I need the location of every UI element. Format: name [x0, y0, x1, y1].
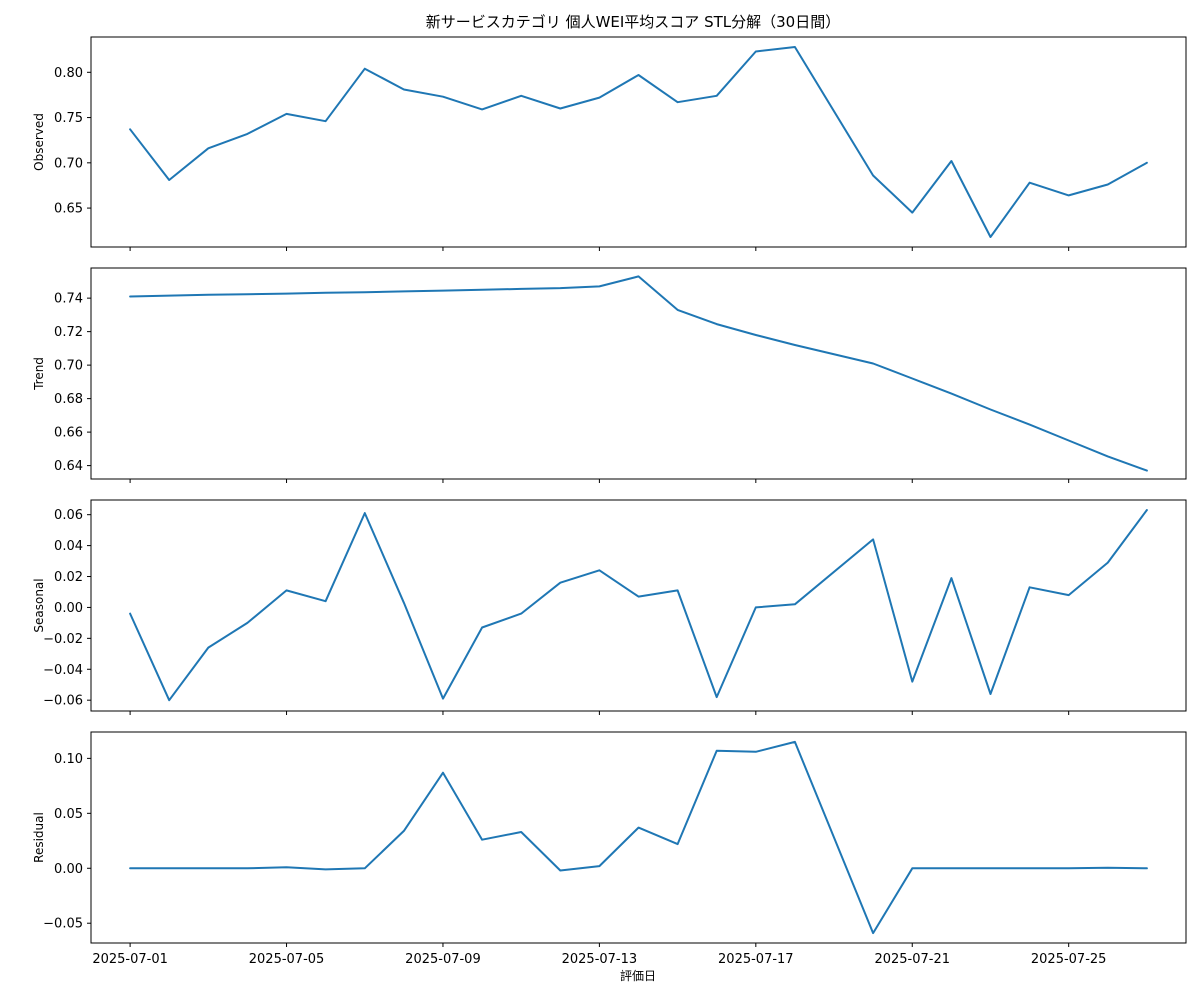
y-tick-label: 0.72	[54, 325, 83, 340]
y-tick-label: −0.06	[43, 694, 83, 709]
y-axis-label: Trend	[32, 357, 46, 391]
y-tick-label: 0.00	[54, 601, 83, 616]
panel-trend: 0.64 0.66 0.68 0.70 0.72 0.74 Trend	[32, 267, 1187, 483]
x-tick-label: 2025-07-01	[92, 952, 168, 967]
y-tick-label: 0.65	[54, 202, 83, 217]
y-tick-label: 0.06	[54, 508, 83, 523]
panel-frame	[90, 36, 1187, 248]
y-tick-label: 0.74	[54, 292, 83, 307]
x-tick-label: 2025-07-09	[405, 952, 481, 967]
panel-frame	[90, 267, 1187, 480]
y-tick-label: 0.10	[54, 752, 83, 767]
panels-group: 0.65 0.70 0.75 0.80 Observed 0.64 0.66 0.68 0.70…	[32, 36, 1187, 967]
y-tick-label: 0.70	[54, 156, 83, 171]
y-tick-label: 0.75	[54, 111, 83, 126]
y-tick-label: 0.68	[54, 392, 83, 407]
y-tick-label: 0.04	[54, 539, 83, 554]
series-line-seasonal	[129, 509, 1148, 702]
x-tick-label: 2025-07-17	[718, 952, 794, 967]
y-tick-label: 0.80	[54, 66, 83, 81]
x-tick-label: 2025-07-25	[1031, 952, 1107, 967]
y-axis-label: Seasonal	[32, 578, 46, 632]
y-tick-label: −0.04	[43, 663, 83, 678]
y-axis-label: Observed	[32, 113, 46, 171]
y-tick-label: 0.05	[54, 807, 83, 822]
y-tick-label: 0.00	[54, 862, 83, 877]
y-tick-label: 0.02	[54, 570, 83, 585]
y-tick-label: −0.05	[43, 917, 83, 932]
x-tick-label: 2025-07-13	[562, 952, 638, 967]
y-tick-label: −0.02	[43, 632, 83, 647]
series-line-observed	[129, 46, 1148, 238]
series-line-residual	[129, 740, 1148, 935]
panel-frame	[90, 731, 1187, 944]
x-axis-label: 評価日	[620, 968, 656, 983]
y-tick-label: 0.66	[54, 426, 83, 441]
x-tick-label: 2025-07-05	[249, 952, 325, 967]
panel-observed: 0.65 0.70 0.75 0.80 Observed	[32, 36, 1187, 251]
panel-frame	[90, 499, 1187, 712]
y-tick-label: 0.64	[54, 459, 83, 474]
y-axis-label: Residual	[32, 812, 46, 863]
series-line-trend	[129, 275, 1148, 472]
chart-title: 新サービスカテゴリ 個人WEI平均スコア STL分解（30日間）	[426, 13, 840, 31]
y-tick-label: 0.70	[54, 359, 83, 374]
panel-residual: −0.05 0.00 0.05 0.10 2025-07-01 2025-07-05 202…	[32, 731, 1187, 967]
x-tick-label: 2025-07-21	[874, 952, 950, 967]
panel-seasonal: −0.06 −0.04 −0.02 0.00 0.02 0.04 0.06 Seasonal	[32, 499, 1187, 715]
